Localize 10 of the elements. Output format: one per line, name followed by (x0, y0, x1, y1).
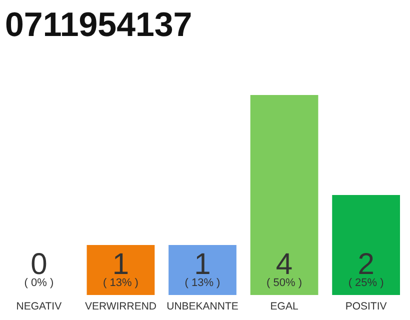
x-tick-label: VERWIRREND (84, 300, 157, 312)
x-tick-label: POSITIV (345, 300, 387, 312)
annotation: ( 50% ) (266, 277, 302, 289)
annotation: ( 13% ) (102, 277, 138, 289)
x-tick-label: UNBEKANNTE (166, 300, 238, 312)
annotation: ( 25% ) (348, 277, 384, 289)
annotation: ( 13% ) (184, 277, 220, 289)
x-tick-label: NEGATIV (16, 300, 62, 312)
chart-title: 0711954137 (5, 6, 192, 44)
x-tick-label: EGAL (270, 300, 298, 312)
